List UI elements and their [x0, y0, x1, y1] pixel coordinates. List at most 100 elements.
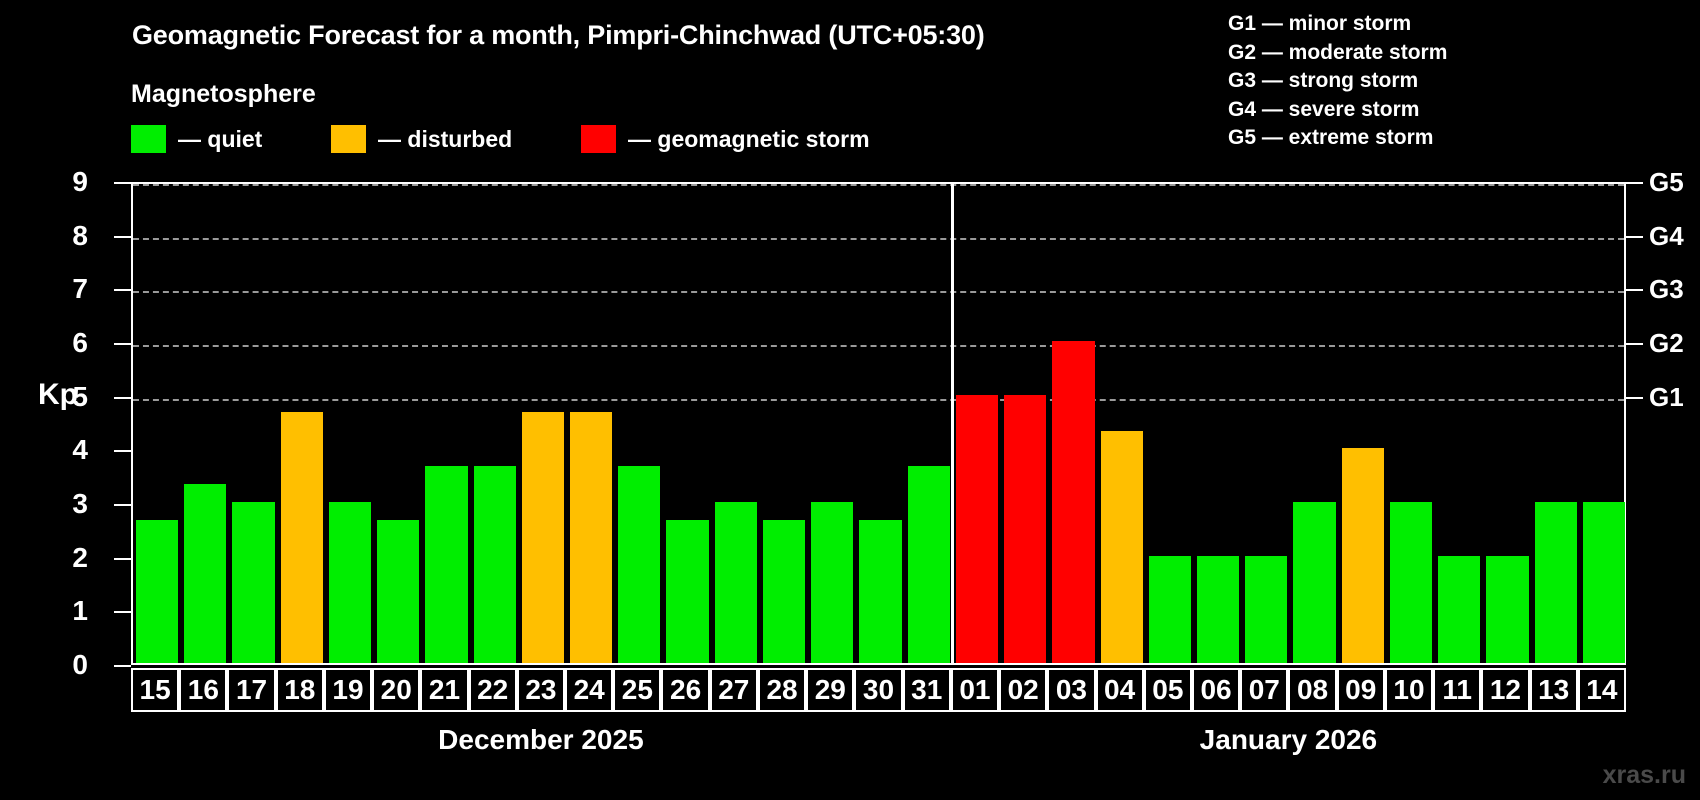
- y-tick-label-0: 0: [72, 649, 88, 680]
- bar-21[interactable]: [425, 466, 468, 663]
- bar-29[interactable]: [811, 502, 854, 663]
- date-cell-26[interactable]: 26: [661, 668, 710, 712]
- g-scale-row-4: G4 — severe storm: [1228, 97, 1420, 121]
- bar-27[interactable]: [714, 502, 757, 663]
- date-cell-20[interactable]: 20: [372, 668, 421, 712]
- y-tick-mark-0: [114, 665, 131, 667]
- bar-18[interactable]: [280, 412, 323, 663]
- bar-04[interactable]: [1100, 430, 1143, 663]
- y-tick-label-3: 3: [72, 488, 88, 519]
- bar-16[interactable]: [184, 484, 227, 663]
- legend-label-disturbed: — disturbed: [378, 125, 513, 152]
- date-cell-10[interactable]: 10: [1384, 668, 1434, 712]
- legend-label-quiet: — quiet: [178, 125, 263, 152]
- bar-09[interactable]: [1341, 448, 1384, 663]
- date-cell-04[interactable]: 04: [1095, 668, 1144, 712]
- g-tick-label-G3: G3: [1649, 274, 1684, 305]
- g-tick-mark-G3: [1626, 289, 1643, 292]
- bar-10[interactable]: [1389, 502, 1433, 663]
- bar-15[interactable]: [136, 519, 179, 663]
- bar-30[interactable]: [859, 519, 902, 663]
- bar-24[interactable]: [570, 412, 613, 663]
- date-cell-11[interactable]: 11: [1433, 668, 1482, 712]
- bar-14[interactable]: [1582, 502, 1625, 663]
- month-caption-2: January 2026: [1199, 724, 1378, 755]
- date-cell-16[interactable]: 16: [179, 668, 228, 712]
- bar-08[interactable]: [1293, 502, 1336, 663]
- bar-19[interactable]: [328, 502, 372, 663]
- date-cell-09[interactable]: 09: [1336, 668, 1385, 712]
- bar-07[interactable]: [1245, 555, 1288, 663]
- legend-label-storm: — geomagnetic storm: [628, 125, 870, 152]
- date-cell-27[interactable]: 27: [709, 668, 758, 712]
- plot-inner: [133, 184, 1625, 663]
- date-cell-25[interactable]: 25: [613, 668, 662, 712]
- bar-17[interactable]: [232, 502, 275, 663]
- date-cell-15[interactable]: 15: [131, 668, 180, 712]
- bar-06[interactable]: [1196, 555, 1240, 663]
- date-cell-19[interactable]: 19: [323, 668, 373, 712]
- date-cell-22[interactable]: 22: [468, 668, 517, 712]
- y-tick-label-7: 7: [72, 273, 88, 305]
- g-tick-label-G2: G2: [1649, 328, 1684, 358]
- date-cell-23[interactable]: 23: [516, 668, 566, 712]
- y-tick-mark-3: [114, 504, 131, 506]
- bar-13[interactable]: [1534, 502, 1577, 663]
- date-cell-17[interactable]: 17: [227, 668, 276, 712]
- bar-25[interactable]: [618, 466, 661, 663]
- date-cell-08[interactable]: 08: [1288, 668, 1337, 712]
- bar-03[interactable]: [1052, 341, 1095, 663]
- date-cell-02[interactable]: 02: [999, 668, 1048, 712]
- plot-area: [131, 182, 1626, 665]
- bar-22[interactable]: [473, 466, 516, 663]
- y-axis-label: Kp: [38, 378, 78, 411]
- date-cell-21[interactable]: 21: [420, 668, 469, 712]
- g-tick-label-G5: G5: [1649, 167, 1684, 197]
- date-cell-05[interactable]: 05: [1143, 668, 1192, 712]
- bar-05[interactable]: [1148, 555, 1191, 663]
- g-scale-legend: G1 — minor storm G2 — moderate storm G3 — …: [1228, 10, 1447, 153]
- y-tick-mark-9: [114, 182, 131, 184]
- bar-02[interactable]: [1004, 394, 1047, 663]
- date-cell-12[interactable]: 12: [1481, 668, 1530, 712]
- y-tick-mark-4: [114, 450, 131, 453]
- bar-28[interactable]: [762, 519, 806, 663]
- legend-entry-quiet: — quiet: [131, 124, 262, 154]
- legend-entry-storm: — geomagnetic storm: [581, 124, 870, 154]
- date-cell-31[interactable]: 31: [902, 668, 951, 712]
- y-tick-label-8: 8: [72, 219, 88, 251]
- bar-01[interactable]: [955, 394, 999, 663]
- bar-23[interactable]: [521, 412, 565, 663]
- bar-31[interactable]: [907, 466, 950, 663]
- legend-swatch-storm: [581, 125, 616, 153]
- y-tick-mark-1: [114, 611, 131, 614]
- date-cell-28[interactable]: 28: [757, 668, 807, 712]
- date-cell-24[interactable]: 24: [565, 668, 614, 712]
- date-cell-18[interactable]: 18: [275, 668, 324, 712]
- g-scale-row-1: G1 — minor storm: [1228, 12, 1412, 35]
- g-scale-row-2: G2 — moderate storm: [1228, 40, 1448, 64]
- bar-11[interactable]: [1438, 555, 1481, 663]
- g-tick-label-G4: G4: [1649, 220, 1684, 251]
- date-cell-07[interactable]: 07: [1240, 668, 1289, 712]
- month-caption-1: December 2025: [438, 724, 644, 755]
- y-tick-label-5: 5: [72, 380, 88, 412]
- date-cell-30[interactable]: 30: [854, 668, 903, 712]
- date-cell-01[interactable]: 01: [950, 668, 1000, 712]
- y-tick-mark-5: [114, 396, 131, 399]
- date-cell-13[interactable]: 13: [1529, 668, 1578, 712]
- y-tick-mark-7: [114, 289, 131, 292]
- y-tick-mark-2: [114, 557, 131, 560]
- bar-20[interactable]: [377, 519, 420, 663]
- g-scale-row-3: G3 — strong storm: [1228, 69, 1419, 92]
- date-cell-14[interactable]: 14: [1577, 668, 1626, 712]
- date-cell-06[interactable]: 06: [1191, 668, 1241, 712]
- gridline-kp-6: [133, 345, 1624, 347]
- gridline-kp-5: [133, 398, 1624, 401]
- date-cell-03[interactable]: 03: [1047, 668, 1096, 712]
- bar-26[interactable]: [666, 519, 709, 663]
- gridline-kp-8: [133, 237, 1624, 240]
- date-cell-29[interactable]: 29: [806, 668, 855, 712]
- y-tick-label-2: 2: [72, 541, 88, 573]
- bar-12[interactable]: [1486, 555, 1529, 663]
